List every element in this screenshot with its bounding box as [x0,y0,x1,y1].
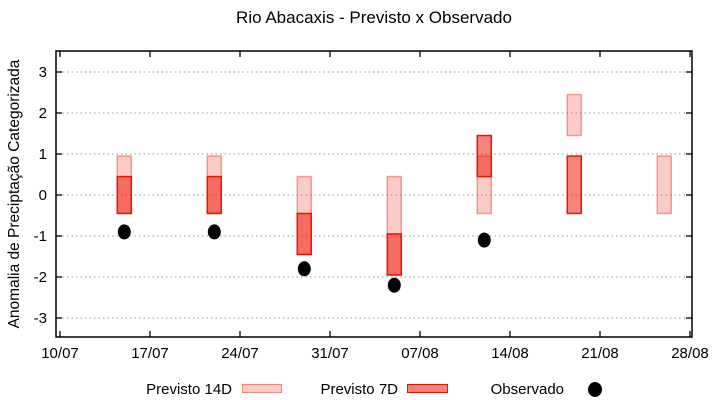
observado-dot [477,232,491,248]
y-tick-label: -1 [34,228,47,245]
y-tick-label: -3 [34,310,47,327]
previsto-14d-bar [566,93,583,137]
observado-dot [387,277,401,293]
previsto-7d-bar [296,212,313,256]
previsto-7d-bar [206,175,223,215]
x-tick-label: 10/07 [41,345,79,362]
y-tick-label: 1 [39,146,47,163]
legend-swatch-previsto-14d-icon [242,384,282,393]
observado-dot [207,224,221,240]
legend-label-previsto-14d: Previsto 14D [146,381,232,398]
observado-dot [297,261,311,277]
previsto-7d-bar [386,233,403,276]
legend-label-observado: Observado [490,381,564,398]
chart-title: Rio Abacaxis - Previsto x Observado [236,8,512,27]
y-tick-label: 0 [39,187,47,204]
legend-swatch-previsto-7d-icon [407,384,448,393]
x-tick-label: 28/08 [671,345,709,362]
x-tick-label: 07/08 [401,345,439,362]
legend-observed-dot-icon [588,382,602,397]
observado-dot [117,224,131,240]
previsto-7d-bar [566,155,583,215]
x-tick-label: 17/07 [131,345,169,362]
y-tick-label: 3 [39,64,47,81]
x-tick-label: 24/07 [221,345,259,362]
previsto-7d-bar [116,175,133,215]
x-tick-label: 21/08 [581,345,619,362]
previsto-14d-bar [656,155,673,215]
previsto-7d-bar [476,134,493,178]
legend-label-previsto-7d: Previsto 7D [320,381,398,398]
y-tick-label: 2 [39,105,47,122]
plot-border [55,50,693,338]
x-tick-label: 14/08 [491,345,529,362]
x-tick-label: 31/07 [311,345,349,362]
y-tick-label: -2 [34,269,47,286]
